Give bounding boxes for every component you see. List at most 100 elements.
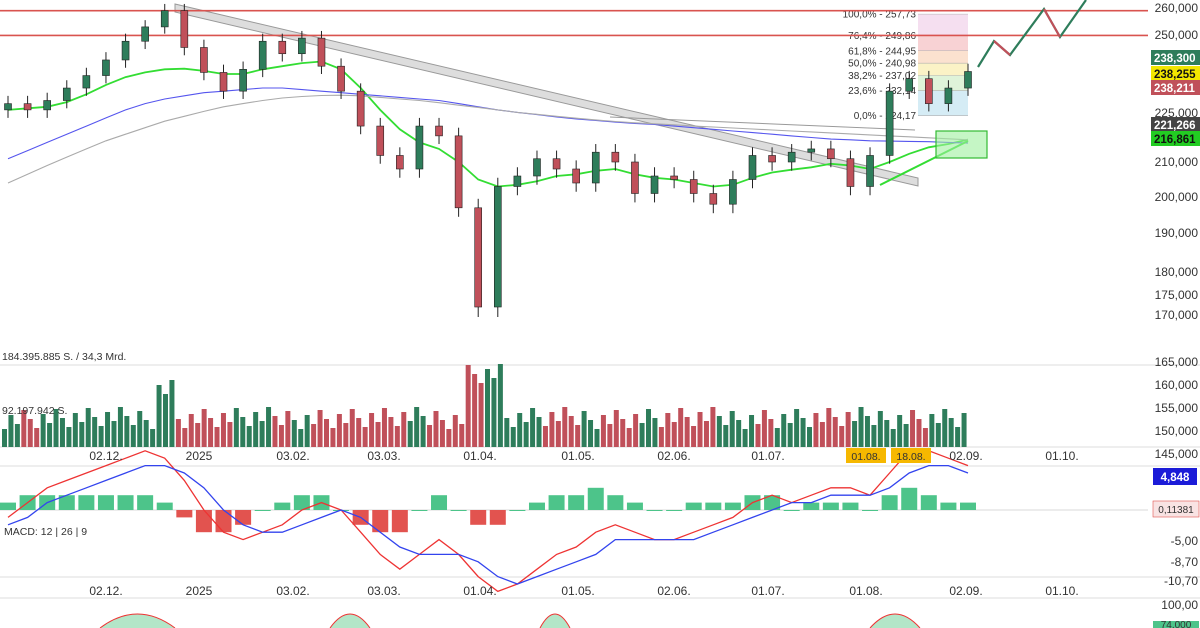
price-axis: 260,000 250,000 225,000 210,000 200,000 190,0… [1155, 1, 1199, 322]
volume-bar [787, 423, 793, 447]
x-tick-label: 03.02. [276, 584, 309, 598]
volume-bar [98, 426, 104, 447]
volume-bar [542, 426, 548, 447]
oscillator-hump [539, 613, 571, 628]
price-tick-label: 210,000 [1155, 155, 1199, 169]
volume-bar [427, 425, 433, 447]
macd-hist-bar [235, 510, 252, 525]
volume-bar [884, 420, 890, 447]
macd-hist-bar [901, 487, 918, 510]
price-badge-text: 238,211 [1154, 83, 1196, 95]
price-tick-label: 170,000 [1155, 308, 1199, 322]
price-tick-label: 175,000 [1155, 288, 1199, 302]
volume-tick-label: 165,000 [1155, 355, 1199, 369]
volume-tick-label: 160,000 [1155, 378, 1199, 392]
date-badge-text: 01.08. [851, 451, 880, 463]
candle-body [200, 47, 208, 73]
candle-body [748, 155, 757, 180]
volume-bar [890, 429, 896, 447]
lower-badge [1153, 621, 1199, 628]
x-tick-label: 03.02. [276, 449, 309, 463]
macd-axis: -5,00 -8,70 -10,70 100,00 4,848 0,11381 74,000 [1152, 468, 1200, 628]
volume-bar [227, 422, 233, 447]
candle-body [846, 158, 855, 187]
candles [4, 3, 972, 317]
candle-body [631, 161, 639, 194]
volume-bar [111, 421, 117, 447]
date-badge [846, 448, 886, 463]
volume-bar [910, 410, 916, 447]
volume-bar [40, 414, 46, 447]
macd-title: MACD: 12 | 26 | 9 [4, 526, 87, 538]
x-tick-label: 01.04. [463, 449, 496, 463]
candle-body [807, 148, 816, 153]
candle-body [572, 168, 580, 184]
x-tick-label: 02.12. [89, 449, 122, 463]
candle-body [258, 40, 267, 70]
volume-bar [291, 420, 297, 447]
volume-bar [658, 427, 664, 447]
macd-hist-text: 0,11381 [1158, 505, 1194, 516]
volume-bar [768, 419, 774, 447]
forecast-pullback [1043, 8, 1061, 38]
x-tick-label: 03.03. [367, 584, 400, 598]
volume-bar [278, 425, 284, 447]
macd-hist-bar [528, 502, 545, 510]
price-tick-label: 260,000 [1155, 1, 1199, 15]
volume-bar [613, 410, 619, 447]
volume-bar [66, 427, 72, 447]
volume-bar [369, 413, 375, 447]
volume-bar [124, 416, 130, 447]
fib-label: 100,0% - 257,73 [843, 10, 917, 21]
volume-bar [549, 412, 555, 447]
volume-bar [671, 422, 677, 447]
price-tick-label: 190,000 [1155, 226, 1199, 240]
x-tick-label: 01.07. [751, 584, 784, 598]
volume-bar [710, 407, 716, 447]
volume-bar [195, 423, 201, 447]
macd-hist-bar [195, 510, 212, 533]
volume-bar [703, 421, 709, 447]
volume-tick-label: 155,000 [1155, 401, 1199, 415]
volume-bar [871, 425, 877, 447]
candle-body [689, 179, 698, 194]
x-tick-label: 02.09. [949, 584, 982, 598]
macd-hist-bar [548, 495, 565, 510]
macd-hist-bar [705, 502, 722, 510]
volume-bar [336, 414, 342, 447]
macd-hist-bar [607, 495, 624, 510]
volume-bar [916, 419, 922, 447]
macd-hist-bar [470, 510, 487, 525]
candle-body [493, 186, 502, 308]
macd-hist-bar [58, 495, 75, 510]
candle-body [239, 69, 247, 92]
volume-bar [446, 429, 452, 447]
price-tick-label: 225,000 [1155, 106, 1199, 120]
volume-bar [150, 429, 156, 447]
volume-bar [433, 411, 439, 447]
volume-bar [246, 426, 252, 447]
volume-bar [948, 418, 954, 447]
volume-bar [27, 419, 33, 447]
volume-bar [581, 411, 587, 447]
volume-bar [761, 410, 767, 447]
macd-hist-bar [862, 510, 879, 511]
volume-bar [175, 419, 181, 447]
macd-hist-bar [156, 502, 173, 510]
volume-bar [356, 418, 362, 447]
volume-bar [298, 429, 304, 447]
volume-bar [343, 423, 349, 447]
volume-bar [401, 412, 407, 447]
volume-bar [819, 422, 825, 447]
volume-bar [47, 423, 53, 447]
volume-bar [349, 409, 355, 447]
volume-bar [169, 380, 175, 447]
volume-bar [137, 411, 143, 447]
volume-bar [620, 419, 626, 447]
candle-body [729, 179, 737, 205]
x-tick-label: 01.10. [1045, 584, 1078, 598]
volume-bar [555, 421, 561, 447]
fib-label: 50,0% - 240,98 [848, 59, 916, 70]
macd-hist-bar [626, 502, 643, 510]
macd-hist-bar [666, 510, 683, 511]
